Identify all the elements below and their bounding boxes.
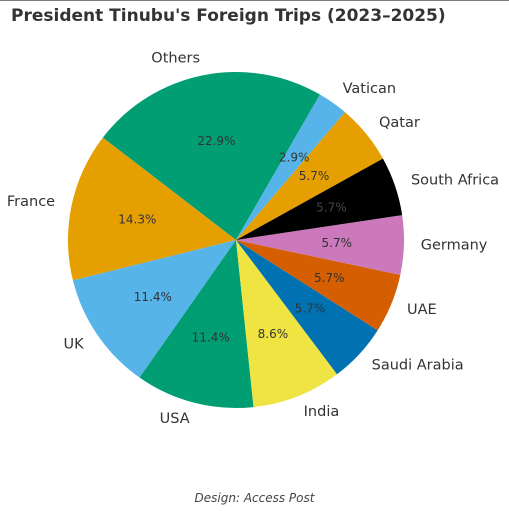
slice-label-uk: UK	[63, 337, 84, 353]
pie-slice-france	[67, 137, 236, 281]
pct-label-germany: 5.7%	[322, 236, 353, 250]
pct-label-usa: 11.4%	[192, 331, 230, 345]
top-border-rule	[0, 0, 509, 1]
pct-label-others: 22.9%	[197, 134, 235, 148]
percentage-labels: 22.9% 14.3% 11.4% 11.4% 8.6% 5.7% 5.7% 5.7% 5.7%…	[118, 134, 352, 344]
slice-label-vatican: Vatican	[343, 81, 396, 97]
slice-label-usa: USA	[160, 411, 190, 427]
pie-slice-vatican	[236, 94, 345, 240]
pct-label-india: 8.6%	[258, 327, 289, 341]
pct-label-qatar: 5.7%	[299, 169, 330, 183]
slice-label-saudi-arabia: Saudi Arabia	[372, 358, 464, 374]
slice-label-france: France	[7, 194, 55, 210]
category-labels: Others France UK USA India Saudi Arabia UAE Ger…	[7, 51, 499, 427]
pie-slice-saudi-arabia	[236, 240, 378, 375]
pct-label-uk: 11.4%	[134, 290, 172, 304]
slice-label-india: India	[304, 404, 340, 420]
pie-slice-uk	[72, 240, 237, 378]
pie-slice-others	[102, 72, 320, 240]
chart-title: President Tinubu's Foreign Trips (2023–2…	[11, 6, 446, 26]
pct-label-saudi-arabia: 5.7%	[295, 301, 326, 315]
slice-label-others: Others	[151, 51, 200, 67]
pie-slice-uae	[236, 240, 401, 331]
pie-slice-south-africa	[236, 158, 403, 240]
slice-label-qatar: Qatar	[379, 115, 420, 131]
pct-label-south-africa: 5.7%	[316, 201, 347, 215]
pie-slices	[67, 72, 405, 409]
pct-label-vatican: 2.9%	[279, 151, 310, 165]
pie-slice-germany	[236, 215, 405, 275]
pct-label-uae: 5.7%	[314, 271, 345, 285]
pie-slice-qatar	[236, 112, 383, 240]
slice-label-germany: Germany	[421, 238, 488, 254]
slice-label-south-africa: South Africa	[411, 173, 499, 189]
slice-label-uae: UAE	[407, 302, 437, 318]
pct-label-france: 14.3%	[118, 212, 156, 226]
pie-slice-usa	[139, 240, 254, 409]
pie-slice-india	[236, 240, 338, 408]
design-credit: Design: Access Post	[194, 491, 315, 505]
